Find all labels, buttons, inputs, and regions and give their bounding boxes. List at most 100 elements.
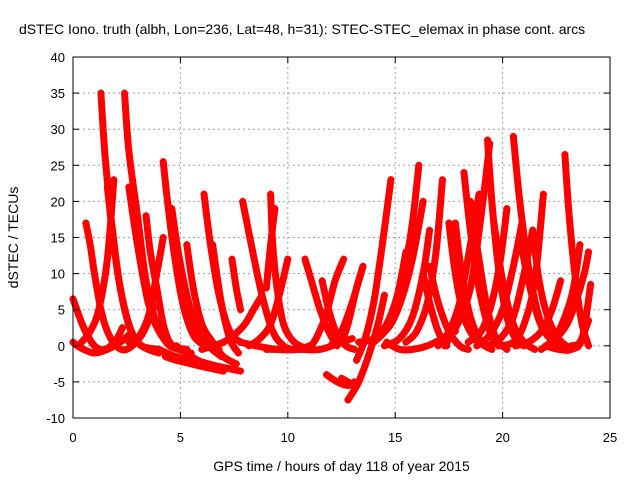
plus-marker bbox=[576, 241, 584, 249]
series-arc-58 bbox=[511, 277, 565, 350]
plus-marker bbox=[262, 345, 270, 353]
series-arc-5 bbox=[103, 183, 163, 357]
plus-marker bbox=[567, 342, 575, 350]
plus-marker bbox=[318, 277, 326, 285]
series-arc-26 bbox=[301, 255, 341, 350]
x-tick-label: 15 bbox=[388, 430, 402, 445]
plus-marker bbox=[374, 335, 382, 343]
plus-marker bbox=[155, 345, 163, 353]
plus-marker bbox=[344, 396, 352, 404]
plus-marker bbox=[466, 197, 474, 205]
series-arc-23 bbox=[245, 255, 292, 350]
chart-title: dSTEC Iono. truth (albh, Lon=236, Lat=48… bbox=[19, 21, 585, 37]
plus-marker bbox=[172, 342, 180, 350]
plus-marker bbox=[232, 360, 240, 368]
data-layer bbox=[69, 89, 595, 404]
x-tick-label: 20 bbox=[495, 430, 509, 445]
plus-marker bbox=[219, 367, 227, 375]
plus-marker bbox=[78, 338, 86, 346]
plus-marker bbox=[585, 317, 593, 325]
plus-marker bbox=[125, 338, 133, 346]
series-arc-9 bbox=[125, 234, 167, 346]
plus-marker bbox=[419, 197, 427, 205]
tick-layer: -10 -5 0 5 10 15 20 25 30 35 40 0 5 10 15 20 25 bbox=[46, 50, 617, 445]
series-arc-18 bbox=[228, 255, 245, 314]
plus-marker bbox=[237, 367, 245, 375]
plus-marker bbox=[237, 306, 245, 314]
plus-marker bbox=[587, 280, 595, 288]
y-tick-label: 0 bbox=[58, 339, 65, 354]
plus-marker bbox=[159, 234, 167, 241]
plus-marker bbox=[142, 212, 150, 220]
y-axis-title: dSTEC / TECUs bbox=[5, 187, 21, 289]
y-tick-label: 35 bbox=[51, 86, 65, 101]
series-arc-52 bbox=[473, 219, 526, 350]
plus-marker bbox=[348, 335, 356, 343]
y-tick-label: 10 bbox=[51, 267, 65, 282]
series-arc-48 bbox=[441, 140, 494, 350]
series-arc-30 bbox=[338, 262, 367, 346]
plus-marker bbox=[557, 277, 565, 285]
y-tick-label: 25 bbox=[51, 158, 65, 173]
plus-marker bbox=[110, 176, 118, 184]
x-tick-label: 10 bbox=[281, 430, 295, 445]
plus-marker bbox=[267, 190, 275, 198]
plus-marker bbox=[183, 241, 191, 249]
plus-marker bbox=[198, 345, 206, 353]
plus-marker bbox=[445, 219, 453, 227]
plus-marker bbox=[262, 284, 270, 292]
plus-marker bbox=[322, 371, 330, 379]
series-arc-47 bbox=[434, 190, 483, 350]
plus-marker bbox=[473, 342, 481, 350]
plus-marker bbox=[327, 342, 335, 350]
plus-marker bbox=[542, 342, 550, 350]
plus-marker bbox=[125, 183, 133, 191]
series-arc-38 bbox=[380, 226, 434, 350]
y-tick-label: 5 bbox=[58, 303, 65, 318]
plus-marker bbox=[585, 342, 593, 350]
x-tick-label: 25 bbox=[603, 430, 617, 445]
y-tick-label: 20 bbox=[51, 194, 65, 209]
plus-marker bbox=[438, 176, 446, 184]
plus-marker bbox=[464, 338, 472, 346]
plus-marker bbox=[503, 205, 511, 213]
series-arc-1 bbox=[69, 295, 126, 354]
plus-marker bbox=[552, 335, 560, 343]
plus-marker bbox=[387, 176, 395, 184]
plus-marker bbox=[237, 338, 245, 346]
series-arc-22 bbox=[262, 205, 279, 292]
plus-marker bbox=[338, 338, 345, 346]
series-arc-57 bbox=[494, 190, 547, 350]
plus-marker bbox=[159, 158, 167, 166]
plus-marker bbox=[451, 219, 459, 227]
plus-marker bbox=[460, 169, 468, 177]
plus-marker bbox=[402, 248, 410, 256]
plus-marker bbox=[353, 356, 361, 364]
series-arc-61 bbox=[552, 248, 593, 343]
plus-marker bbox=[380, 291, 388, 299]
plus-marker bbox=[284, 255, 292, 263]
series-arc-12 bbox=[183, 241, 240, 368]
plus-marker bbox=[529, 226, 537, 234]
series-arc-33 bbox=[344, 291, 388, 404]
y-tick-label: -10 bbox=[46, 411, 65, 426]
series-arc-17 bbox=[209, 241, 242, 357]
y-tick-label: 30 bbox=[51, 122, 65, 137]
plus-marker bbox=[426, 262, 434, 270]
series-arc-34 bbox=[353, 176, 395, 364]
plus-marker bbox=[561, 150, 569, 158]
plus-marker bbox=[209, 241, 217, 249]
plus-marker bbox=[494, 342, 502, 350]
plus-marker bbox=[202, 360, 210, 368]
plus-marker bbox=[490, 219, 498, 227]
plus-marker bbox=[305, 345, 313, 353]
plus-marker bbox=[121, 89, 129, 97]
plus-marker bbox=[168, 205, 176, 213]
plus-marker bbox=[355, 338, 363, 346]
plus-marker bbox=[426, 226, 434, 234]
plus-marker bbox=[511, 342, 519, 350]
plus-marker bbox=[103, 183, 111, 191]
plus-marker bbox=[585, 248, 593, 256]
plus-marker bbox=[441, 342, 449, 350]
